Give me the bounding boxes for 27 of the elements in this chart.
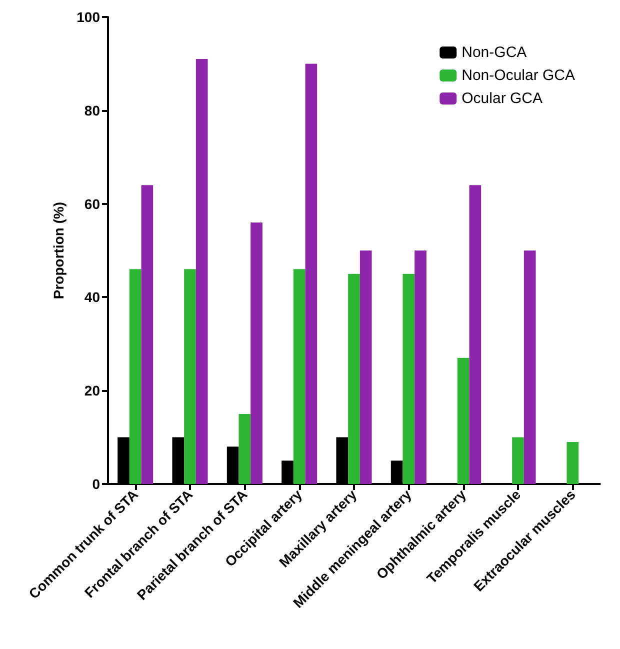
bar bbox=[196, 59, 208, 484]
y-tick-label: 0 bbox=[92, 476, 100, 492]
y-tick-label: 20 bbox=[84, 382, 100, 399]
bar bbox=[414, 250, 426, 484]
bar bbox=[360, 250, 372, 484]
bar bbox=[250, 222, 262, 484]
y-tick-label: 80 bbox=[84, 102, 100, 118]
bar bbox=[129, 269, 142, 484]
legend-label: Non-Ocular GCA bbox=[462, 67, 576, 84]
y-tick-label: 40 bbox=[84, 289, 100, 306]
bar bbox=[402, 274, 415, 484]
y-tick-label: 60 bbox=[84, 196, 100, 212]
bar bbox=[348, 274, 360, 484]
bar bbox=[238, 414, 251, 484]
bar bbox=[524, 250, 536, 484]
bar bbox=[293, 269, 306, 484]
bar bbox=[141, 185, 154, 484]
bar bbox=[512, 437, 524, 484]
bar bbox=[457, 358, 470, 484]
bar bbox=[305, 64, 318, 484]
bar bbox=[184, 269, 196, 484]
bar bbox=[566, 442, 579, 484]
legend-label: Ocular GCA bbox=[462, 90, 542, 107]
legend-label: Non-GCA bbox=[462, 44, 527, 61]
y-tick-label: 100 bbox=[76, 9, 100, 25]
bar bbox=[469, 185, 482, 484]
y-axis-title: Proportion (%) bbox=[50, 202, 67, 300]
